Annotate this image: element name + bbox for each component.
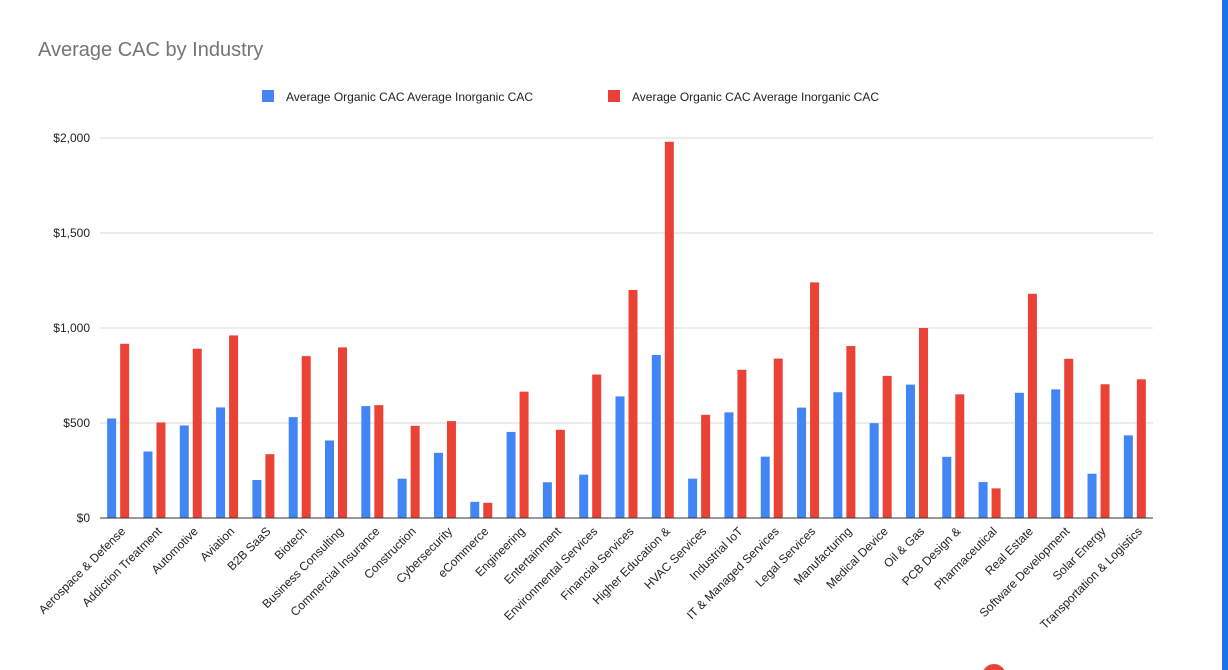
legend-label-organic: Average Organic CAC Average Inorganic CA… [286, 90, 533, 104]
bar-organic [579, 474, 589, 518]
bar-inorganic [1027, 293, 1037, 518]
legend: Average Organic CAC Average Inorganic CA… [262, 90, 879, 104]
bar-inorganic [374, 405, 384, 518]
gridlines [100, 137, 1153, 424]
y-tick-label: $500 [63, 416, 90, 430]
bar-inorganic [120, 343, 130, 518]
bar-organic [978, 482, 988, 518]
bars [107, 141, 1146, 519]
bar-organic [179, 425, 189, 518]
bar-inorganic [918, 328, 928, 518]
y-tick-label: $0 [77, 511, 91, 525]
bar-inorganic [483, 502, 493, 518]
y-tick-label: $1,500 [53, 226, 90, 240]
bar-organic [143, 451, 153, 518]
bar-inorganic [592, 374, 602, 518]
bar-organic [252, 480, 262, 518]
bar-organic [688, 478, 698, 518]
bar-organic [942, 456, 952, 518]
bar-inorganic [446, 421, 456, 518]
bar-inorganic [229, 335, 239, 518]
bar-inorganic [701, 414, 711, 518]
bar-organic [724, 412, 734, 518]
bar-inorganic [338, 347, 348, 518]
bar-organic [542, 482, 552, 518]
bar-inorganic [519, 391, 529, 518]
bar-inorganic [773, 358, 783, 518]
bar-organic [1014, 392, 1024, 518]
bar-inorganic [555, 429, 565, 518]
bar-organic [833, 392, 843, 518]
bar-inorganic [846, 346, 856, 518]
bar-organic [216, 407, 226, 518]
bar-organic [869, 423, 879, 518]
bar-organic [288, 417, 298, 518]
bar-inorganic [301, 356, 311, 518]
x-category-label: Pharmaceutical [931, 524, 999, 592]
legend-swatch-inorganic [608, 90, 620, 102]
bar-inorganic [664, 141, 674, 519]
bar-inorganic [1100, 384, 1110, 518]
bar-organic [905, 384, 915, 518]
y-tick-label: $1,000 [53, 321, 90, 335]
bar-inorganic [410, 425, 420, 518]
bar-organic [433, 452, 443, 518]
bar-inorganic [265, 454, 275, 518]
bar-organic [325, 440, 335, 518]
bar-organic [397, 478, 407, 518]
bar-organic [651, 354, 661, 518]
bar-organic [615, 396, 625, 518]
legend-swatch-organic [262, 90, 274, 102]
bar-inorganic [628, 290, 638, 518]
bar-inorganic [737, 369, 747, 518]
corner-badge [982, 664, 1006, 670]
bar-inorganic [192, 348, 202, 518]
bar-inorganic [1064, 358, 1074, 518]
bar-inorganic [955, 394, 965, 518]
legend-label-inorganic: Average Organic CAC Average Inorganic CA… [632, 90, 879, 104]
y-tick-label: $2,000 [53, 131, 90, 145]
bar-organic [1123, 435, 1133, 518]
bar-organic [470, 501, 480, 518]
bar-inorganic [810, 282, 820, 518]
right-edge-strip [1222, 0, 1228, 670]
bar-inorganic [1136, 379, 1146, 518]
bar-organic [760, 456, 770, 518]
bar-inorganic [156, 422, 166, 518]
bar-organic [107, 418, 117, 518]
chart-title: Average CAC by Industry [38, 39, 263, 61]
bar-organic [361, 406, 371, 518]
bar-organic [506, 431, 516, 518]
bar-organic [797, 407, 807, 518]
bar-organic [1087, 473, 1097, 518]
y-axis-labels: $0 $500 $1,000 $1,500 $2,000 [53, 131, 90, 525]
bar-inorganic [882, 375, 892, 518]
bar-inorganic [991, 488, 1001, 518]
bar-organic [1051, 389, 1061, 518]
